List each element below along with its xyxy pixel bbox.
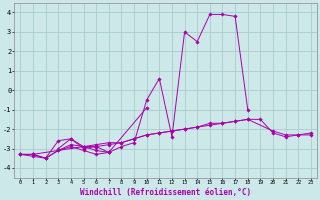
X-axis label: Windchill (Refroidissement éolien,°C): Windchill (Refroidissement éolien,°C): [80, 188, 251, 197]
